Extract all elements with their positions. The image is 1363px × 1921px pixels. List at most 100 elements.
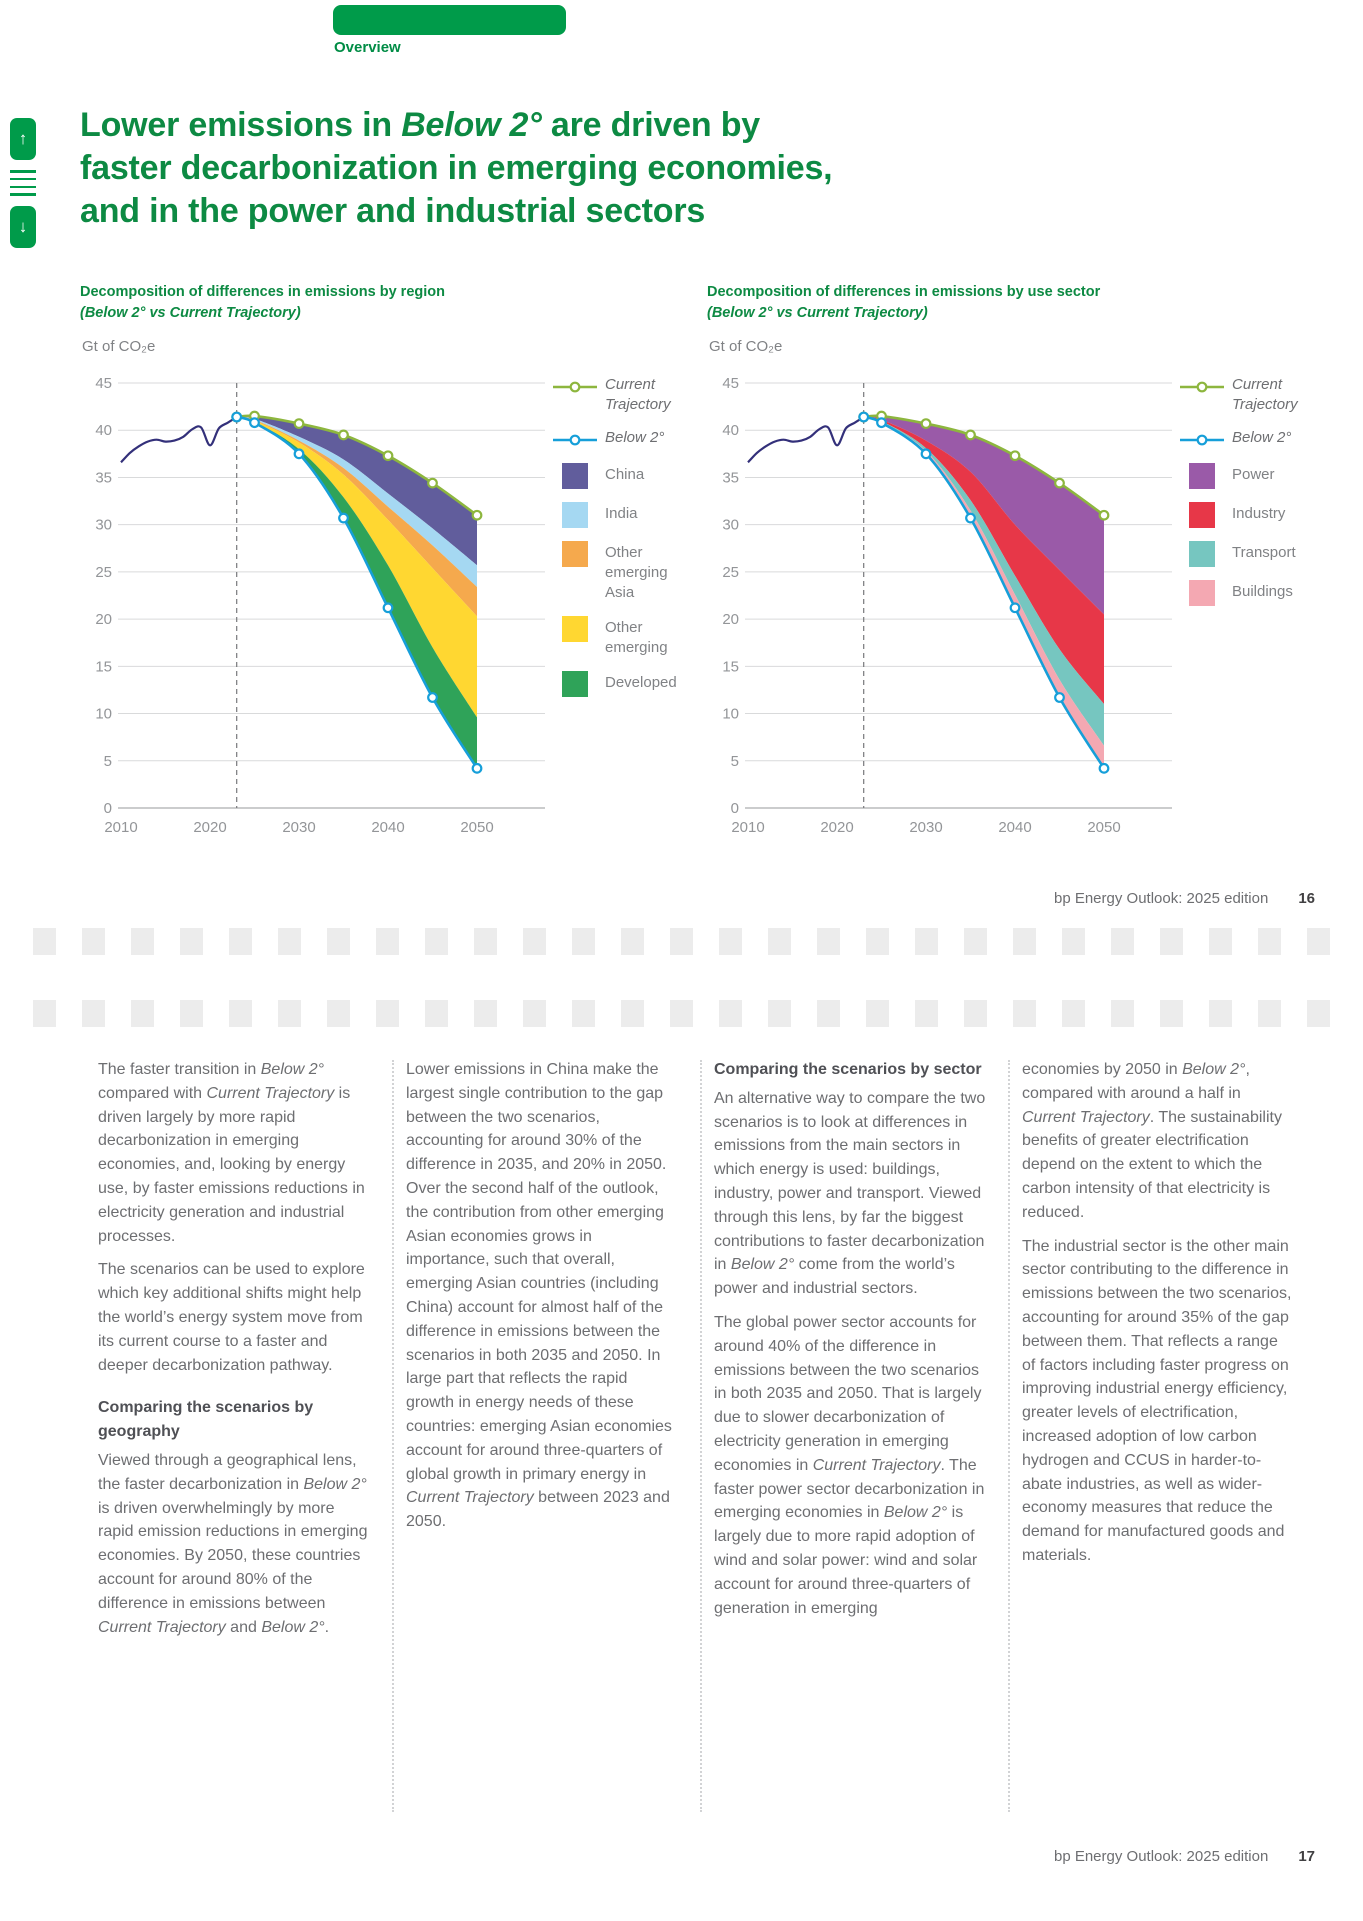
legend-label: Other emerging <box>605 619 668 656</box>
page-edge-square <box>278 1000 301 1027</box>
page-edge-square <box>425 928 448 955</box>
footer-text: bp Energy Outlook: 2025 edition <box>1053 890 1269 907</box>
body-text-columns: The faster transition in Below 2° compar… <box>98 1058 1308 1649</box>
body-paragraph: An alternative way to compare the two sc… <box>714 1089 986 1298</box>
body-heading: Comparing the scenarios by geography <box>98 1399 314 1441</box>
legend-label: Transport <box>1232 544 1296 561</box>
x-tick-label: 2030 <box>909 819 942 836</box>
legend-item: Power <box>1180 463 1316 489</box>
series-below-2--marker <box>249 417 260 429</box>
chart-subtitle: (Below 2° vs Current Trajectory) <box>707 305 928 321</box>
page-edge-square <box>1160 1000 1183 1027</box>
sector-chart-plot: 45 40 35 30 25 20 15 10 5 0 2010 2020 2030 2040 2050 <box>722 375 1172 836</box>
series-below-2--marker <box>876 417 887 429</box>
page-edge-square <box>425 1000 448 1027</box>
page-edge-square <box>82 1000 105 1027</box>
y-tick-label: 25 <box>95 564 112 581</box>
series-below-2--marker <box>427 692 438 703</box>
page-edge-square <box>670 928 693 955</box>
page-edge-pattern <box>33 1000 1330 1027</box>
body-paragraph: Viewed through a geographical lens, the … <box>98 1451 368 1636</box>
series-below-2--marker <box>471 762 483 774</box>
body-paragraph: The faster transition in Below 2° compar… <box>98 1061 365 1245</box>
series-below-2--marker <box>1054 692 1065 703</box>
y-tick-label: 5 <box>104 753 112 770</box>
page-edge-square <box>817 928 840 955</box>
scroll-up-button[interactable]: ↑ <box>10 118 36 160</box>
page-edge-square <box>621 1000 644 1027</box>
page-edge-square <box>572 1000 595 1027</box>
legend-item: Developed <box>553 671 689 697</box>
region-chart-legend: Current Trajectory Below 2° China India Othe… <box>553 375 689 710</box>
legend-label: Below 2° <box>1232 429 1292 446</box>
band-power <box>863 415 1104 615</box>
page-edge-square <box>1160 928 1183 955</box>
series-current-trajectory-marker <box>382 450 394 462</box>
region-chart-plot: 45 40 35 30 25 20 15 10 5 0 2010 2020 2030 2040 2050 <box>95 375 545 836</box>
page-edge-square <box>572 928 595 955</box>
legend-label: India <box>605 505 638 522</box>
chart-subtitle: (Below 2° vs Current Trajectory) <box>80 305 301 321</box>
scroll-down-button[interactable]: ↓ <box>10 206 36 248</box>
column-divider <box>700 1060 702 1812</box>
history-line <box>120 416 238 464</box>
swatch-marker <box>569 434 581 446</box>
y-tick-label: 45 <box>722 375 739 392</box>
page-edge-square <box>768 1000 791 1027</box>
page-footer: bp Energy Outlook: 2025 edition 16 <box>0 890 1315 907</box>
swatch-marker <box>569 381 581 393</box>
x-tick-label: 2040 <box>371 819 404 836</box>
page-edge-square <box>180 928 203 955</box>
body-heading: Comparing the scenarios by sector <box>714 1061 982 1078</box>
series-below-2--marker <box>293 448 305 460</box>
x-tick-label: 2010 <box>731 819 764 836</box>
legend-item: Below 2° <box>1180 428 1316 450</box>
legend-label: Current Trajectory <box>1232 376 1298 413</box>
swatch-marker <box>1196 381 1208 393</box>
band-china <box>236 415 477 566</box>
body-paragraph: The global power sector accounts for aro… <box>714 1313 985 1617</box>
page-edge-square <box>1013 928 1036 955</box>
series-current-trajectory-marker <box>427 477 438 489</box>
legend-label: Power <box>1232 466 1275 483</box>
page-number: 16 <box>1298 890 1315 907</box>
page-edge-square <box>621 928 644 955</box>
x-tick-label: 2050 <box>460 819 493 836</box>
page-edge-square <box>1307 1000 1330 1027</box>
series-below-2--marker <box>1009 602 1021 614</box>
page-edge-square <box>474 1000 497 1027</box>
page-edge-square <box>1062 928 1085 955</box>
overview-tab-label: Overview <box>334 39 401 56</box>
legend-square-swatch-icon <box>1189 580 1215 606</box>
legend-item: Current Trajectory <box>1180 375 1316 415</box>
page-edge-square <box>1062 1000 1085 1027</box>
page-edge-pattern <box>33 928 1330 955</box>
y-tick-label: 0 <box>104 800 112 817</box>
series-current-trajectory-marker <box>1054 477 1065 489</box>
page-edge-square <box>964 928 987 955</box>
legend-square-swatch-icon <box>562 616 588 642</box>
page-edge-square <box>33 1000 56 1027</box>
page-edge-square <box>327 1000 350 1027</box>
page-edge-square <box>915 928 938 955</box>
column-divider <box>392 1060 394 1812</box>
legend-square-swatch-icon <box>1189 502 1215 528</box>
overview-section-tab[interactable] <box>333 5 566 35</box>
page-edge-square <box>180 1000 203 1027</box>
column-divider <box>1008 1060 1010 1812</box>
text-column-2: Lower emissions in China make the larges… <box>406 1058 678 1649</box>
series-current-trajectory-marker <box>471 509 483 521</box>
page-edge-square <box>474 928 497 955</box>
y-tick-label: 20 <box>95 611 112 628</box>
legend-label: Current Trajectory <box>605 376 671 413</box>
page-edge-square <box>523 1000 546 1027</box>
legend-item: Industry <box>1180 502 1316 528</box>
body-paragraph: The scenarios can be used to explore whi… <box>98 1261 365 1374</box>
legend-square-swatch-icon <box>562 502 588 528</box>
legend-square-swatch-icon <box>562 463 588 489</box>
x-tick-label: 2010 <box>104 819 137 836</box>
x-tick-label: 2040 <box>998 819 1031 836</box>
page-edge-square <box>278 928 301 955</box>
contents-menu-icon[interactable] <box>10 170 36 196</box>
legend-label: Buildings <box>1232 583 1293 600</box>
